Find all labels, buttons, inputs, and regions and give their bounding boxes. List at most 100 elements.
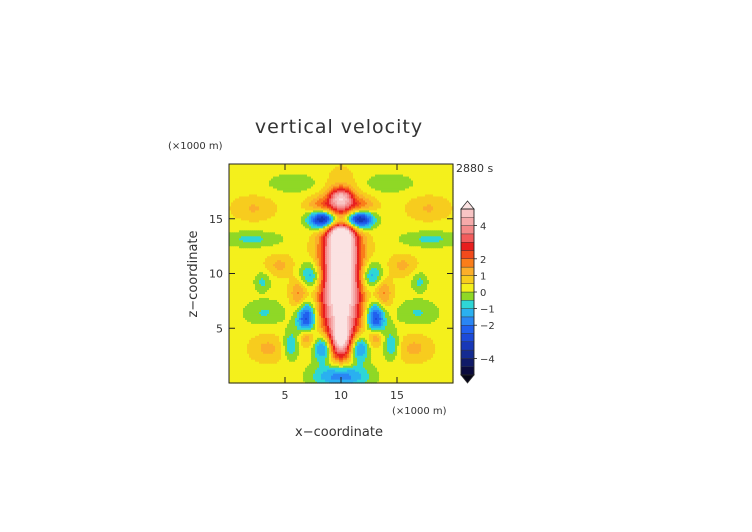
heatmap-cell	[311, 369, 314, 372]
heatmap-cell	[391, 301, 394, 304]
heatmap-cell	[395, 313, 398, 316]
heatmap-cell	[297, 347, 300, 350]
heatmap-cell	[305, 357, 308, 360]
heatmap-cell	[267, 369, 270, 372]
heatmap-cell	[297, 327, 300, 330]
heatmap-cell	[229, 325, 232, 328]
heatmap-cell	[363, 327, 366, 330]
heatmap-cell	[331, 341, 334, 344]
heatmap-cell	[297, 315, 300, 318]
heatmap-cell	[273, 313, 276, 316]
heatmap-cell	[317, 325, 320, 328]
heatmap-cell	[289, 363, 292, 366]
heatmap-cell	[425, 323, 428, 326]
heatmap-cell	[375, 333, 378, 336]
heatmap-cell	[431, 301, 434, 304]
heatmap-cell	[401, 307, 404, 310]
heatmap-cell	[439, 349, 442, 352]
heatmap-cell	[247, 353, 250, 356]
heatmap-cell	[437, 309, 440, 312]
heatmap-cell	[415, 361, 418, 364]
heatmap-cell	[285, 341, 288, 344]
heatmap-cell	[415, 379, 418, 382]
heatmap-cell	[311, 339, 314, 342]
heatmap-cell	[435, 375, 438, 378]
heatmap-cell	[337, 345, 340, 348]
heatmap-cell	[451, 315, 454, 318]
heatmap-cell	[291, 339, 294, 342]
heatmap-cell	[435, 311, 438, 314]
heatmap-cell	[423, 333, 426, 336]
heatmap-cell	[333, 321, 336, 324]
heatmap-cell	[313, 315, 316, 318]
heatmap-cell	[327, 355, 330, 358]
heatmap-cell	[279, 309, 282, 312]
heatmap-cell	[267, 329, 270, 332]
heatmap-cell	[247, 327, 250, 330]
heatmap-cell	[411, 379, 414, 382]
heatmap-cell	[355, 293, 358, 296]
heatmap-cell	[429, 369, 432, 372]
heatmap-cell	[303, 343, 306, 346]
heatmap-cell	[265, 365, 268, 368]
heatmap-cell	[299, 297, 302, 300]
heatmap-cell	[259, 343, 262, 346]
heatmap-cell	[259, 337, 262, 340]
heatmap-cell	[259, 325, 262, 328]
heatmap-cell	[235, 329, 238, 332]
heatmap-cell	[265, 333, 268, 336]
heatmap-cell	[329, 313, 332, 316]
heatmap-cell	[317, 335, 320, 338]
heatmap-cell	[229, 297, 232, 300]
heatmap-cell	[363, 379, 366, 382]
heatmap-cell	[401, 363, 404, 366]
heatmap-cell	[279, 317, 282, 320]
heatmap-cell	[241, 297, 244, 300]
heatmap-cell	[433, 349, 436, 352]
heatmap-cell	[353, 375, 356, 378]
heatmap-cell	[367, 375, 370, 378]
heatmap-cell	[381, 371, 384, 374]
heatmap-cell	[245, 327, 248, 330]
heatmap-cell	[377, 325, 380, 328]
heatmap-cell	[301, 327, 304, 330]
heatmap-cell	[285, 351, 288, 354]
heatmap-cell	[359, 359, 362, 362]
heatmap-cell	[289, 345, 292, 348]
heatmap-cell	[407, 369, 410, 372]
heatmap-cell	[427, 297, 430, 300]
heatmap-cell	[329, 357, 332, 360]
heatmap-cell	[337, 297, 340, 300]
heatmap-cell	[263, 333, 266, 336]
heatmap-cell	[383, 339, 386, 342]
heatmap-cell	[451, 333, 454, 336]
heatmap-cell	[421, 341, 424, 344]
heatmap-cell	[411, 357, 414, 360]
heatmap-cell	[249, 333, 252, 336]
heatmap-cell	[269, 293, 272, 296]
heatmap-cell	[241, 365, 244, 368]
heatmap-cell	[371, 371, 374, 374]
heatmap-cell	[259, 329, 262, 332]
heatmap-cell	[351, 339, 354, 342]
heatmap-cell	[427, 347, 430, 350]
heatmap-cell	[383, 315, 386, 318]
heatmap-cell	[291, 329, 294, 332]
heatmap-cell	[279, 381, 282, 384]
heatmap-cell	[431, 379, 434, 382]
heatmap-cell	[339, 301, 342, 304]
heatmap-cell	[365, 309, 368, 312]
heatmap-cell	[447, 343, 450, 346]
heatmap-cell	[261, 295, 264, 298]
heatmap-cell	[359, 329, 362, 332]
heatmap-cell	[257, 299, 260, 302]
heatmap-cell	[359, 321, 362, 324]
heatmap-cell	[303, 315, 306, 318]
heatmap-cell	[243, 299, 246, 302]
heatmap-cell	[347, 319, 350, 322]
heatmap-cell	[265, 337, 268, 340]
heatmap-cell	[239, 357, 242, 360]
heatmap-cell	[387, 355, 390, 358]
heatmap-cell	[341, 321, 344, 324]
heatmap-cell	[307, 297, 310, 300]
